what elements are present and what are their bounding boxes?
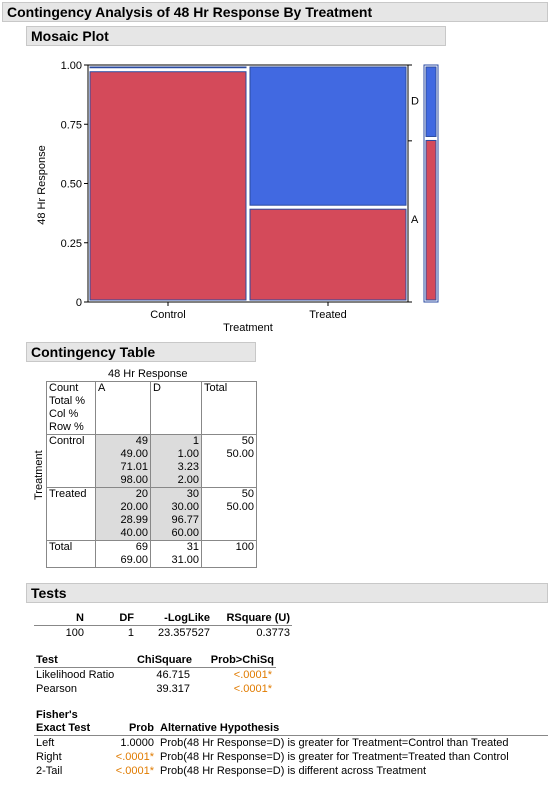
mosaic-x-ticks: Control Treated <box>150 302 347 321</box>
cell-control-a: 49 49.00 71.01 98.00 <box>95 434 151 488</box>
stat-labels-cell: Count Total % Col % Row % <box>46 381 96 435</box>
rsquare-header: RSquare (U) <box>226 612 290 624</box>
fisher-divider <box>34 735 548 736</box>
col-var-label: 48 Hr Response <box>108 368 188 380</box>
fisher-right-label: Right <box>36 751 62 763</box>
row-var-label: Treatment <box>33 450 45 500</box>
stat-count-label: Count <box>49 382 79 394</box>
marginal-d <box>425 66 437 137</box>
summary-divider <box>34 625 292 626</box>
rsquare-value: 0.3773 <box>256 627 290 639</box>
y-tick-label: 0.25 <box>61 238 82 250</box>
right-label-a: A <box>411 214 419 226</box>
fisher-2tail-alt: Prob(48 Hr Response=D) is different acro… <box>160 765 427 777</box>
table-row: Total 69 69.00 31 31.00 100 <box>46 540 257 568</box>
chisquare-header: ChiSquare <box>136 654 192 666</box>
mosaic-bars <box>89 66 407 301</box>
fisher-right-prob: <.0001* <box>115 751 154 763</box>
bar-control-d <box>89 66 247 69</box>
stat-row-pct-label: Row % <box>49 421 84 433</box>
n-header: N <box>76 612 84 624</box>
lr-prob: <.0001* <box>233 669 272 681</box>
y-tick-label: 0.50 <box>61 179 82 191</box>
bar-control-a <box>89 71 247 301</box>
pearson-chisq: 39.317 <box>156 683 190 695</box>
y-tick-label: 1.00 <box>61 60 82 72</box>
tests-header[interactable]: Tests <box>26 583 548 603</box>
fisher-header-2: Exact Test <box>36 722 91 734</box>
col-header-a: A <box>95 381 151 435</box>
cell-control-total: 50 50.00 <box>201 434 257 488</box>
row-label-control: Control <box>46 434 96 488</box>
bar-treated-d <box>249 66 407 206</box>
report-title[interactable]: Contingency Analysis of 48 Hr Response B… <box>2 2 548 22</box>
fisher-2tail-prob: <.0001* <box>115 765 154 777</box>
mosaic-plot-header[interactable]: Mosaic Plot <box>26 26 446 46</box>
fisher-right-alt: Prob(48 Hr Response=D) is greater for Tr… <box>160 751 509 763</box>
cell-treated-a: 20 20.00 28.99 40.00 <box>95 487 151 541</box>
fisher-left-prob: 1.0000 <box>120 737 154 749</box>
bar-treated-a <box>249 208 407 301</box>
mosaic-y-ticks: 0 0.25 0.50 0.75 1.00 <box>61 60 88 309</box>
fisher-header-1: Fisher's <box>36 709 78 721</box>
x-tick-label-control: Control <box>150 309 185 321</box>
loglike-value: 23.357527 <box>158 627 210 639</box>
test-header: Test <box>36 654 58 666</box>
y-axis-label: 48 Hr Response <box>36 145 48 225</box>
contingency-table: Count Total % Col % Row % A D Total Cont… <box>46 381 257 568</box>
y-tick-label: 0 <box>76 297 82 309</box>
fisher-left-label: Left <box>36 737 55 749</box>
alt-hypothesis-header: Alternative Hypothesis <box>160 722 280 734</box>
df-header: DF <box>119 612 134 624</box>
table-row: Control 49 49.00 71.01 98.00 1 1.00 3.23 2.0… <box>46 434 257 488</box>
col-header-total: Total <box>201 381 257 435</box>
loglike-header: -LogLike <box>164 612 210 624</box>
probchisq-header: Prob>ChiSq <box>210 654 274 666</box>
cell-control-d: 1 1.00 3.23 2.00 <box>150 434 202 488</box>
chi-divider <box>34 667 276 668</box>
stat-col-pct-label: Col % <box>49 408 79 420</box>
fisher-prob-header: Prob <box>128 722 154 734</box>
mosaic-right-labels: DA <box>411 96 419 227</box>
fisher-2tail-label: 2-Tail <box>36 765 63 777</box>
pearson-prob: <.0001* <box>233 683 272 695</box>
cell-grand-total: 100 <box>201 540 257 568</box>
row-label-treated: Treated <box>46 487 96 541</box>
row-label-total: Total <box>46 540 96 568</box>
marginal-a <box>425 139 437 301</box>
mosaic-plot-chart: 00.250.500.751.00 Control Treated DA 48 H… <box>36 60 439 334</box>
cell-treated-d: 30 30.00 96.77 60.00 <box>150 487 202 541</box>
contingency-table-header[interactable]: Contingency Table <box>26 342 256 362</box>
cell-total-d: 31 31.00 <box>150 540 202 568</box>
fisher-left-alt: Prob(48 Hr Response=D) is greater for Tr… <box>160 737 509 749</box>
mosaic-axes <box>407 64 412 303</box>
cell-treated-total: 50 50.00 <box>201 487 257 541</box>
pearson-label: Pearson <box>36 683 77 695</box>
x-axis-label: Treatment <box>223 322 273 334</box>
lr-chisq: 46.715 <box>156 669 190 681</box>
right-label-d: D <box>411 96 419 108</box>
y-tick-label: 0.75 <box>61 119 82 131</box>
n-value: 100 <box>65 627 84 639</box>
lr-label: Likelihood Ratio <box>36 669 115 681</box>
stat-total-pct-label: Total % <box>49 395 86 407</box>
col-header-d: D <box>150 381 202 435</box>
x-tick-label-treated: Treated <box>309 309 347 321</box>
table-row: Treated 20 20.00 28.99 40.00 30 30.00 96.77… <box>46 487 257 541</box>
df-value: 1 <box>127 627 134 639</box>
cell-total-a: 69 69.00 <box>95 540 151 568</box>
mosaic-marginal-bar <box>423 64 439 303</box>
